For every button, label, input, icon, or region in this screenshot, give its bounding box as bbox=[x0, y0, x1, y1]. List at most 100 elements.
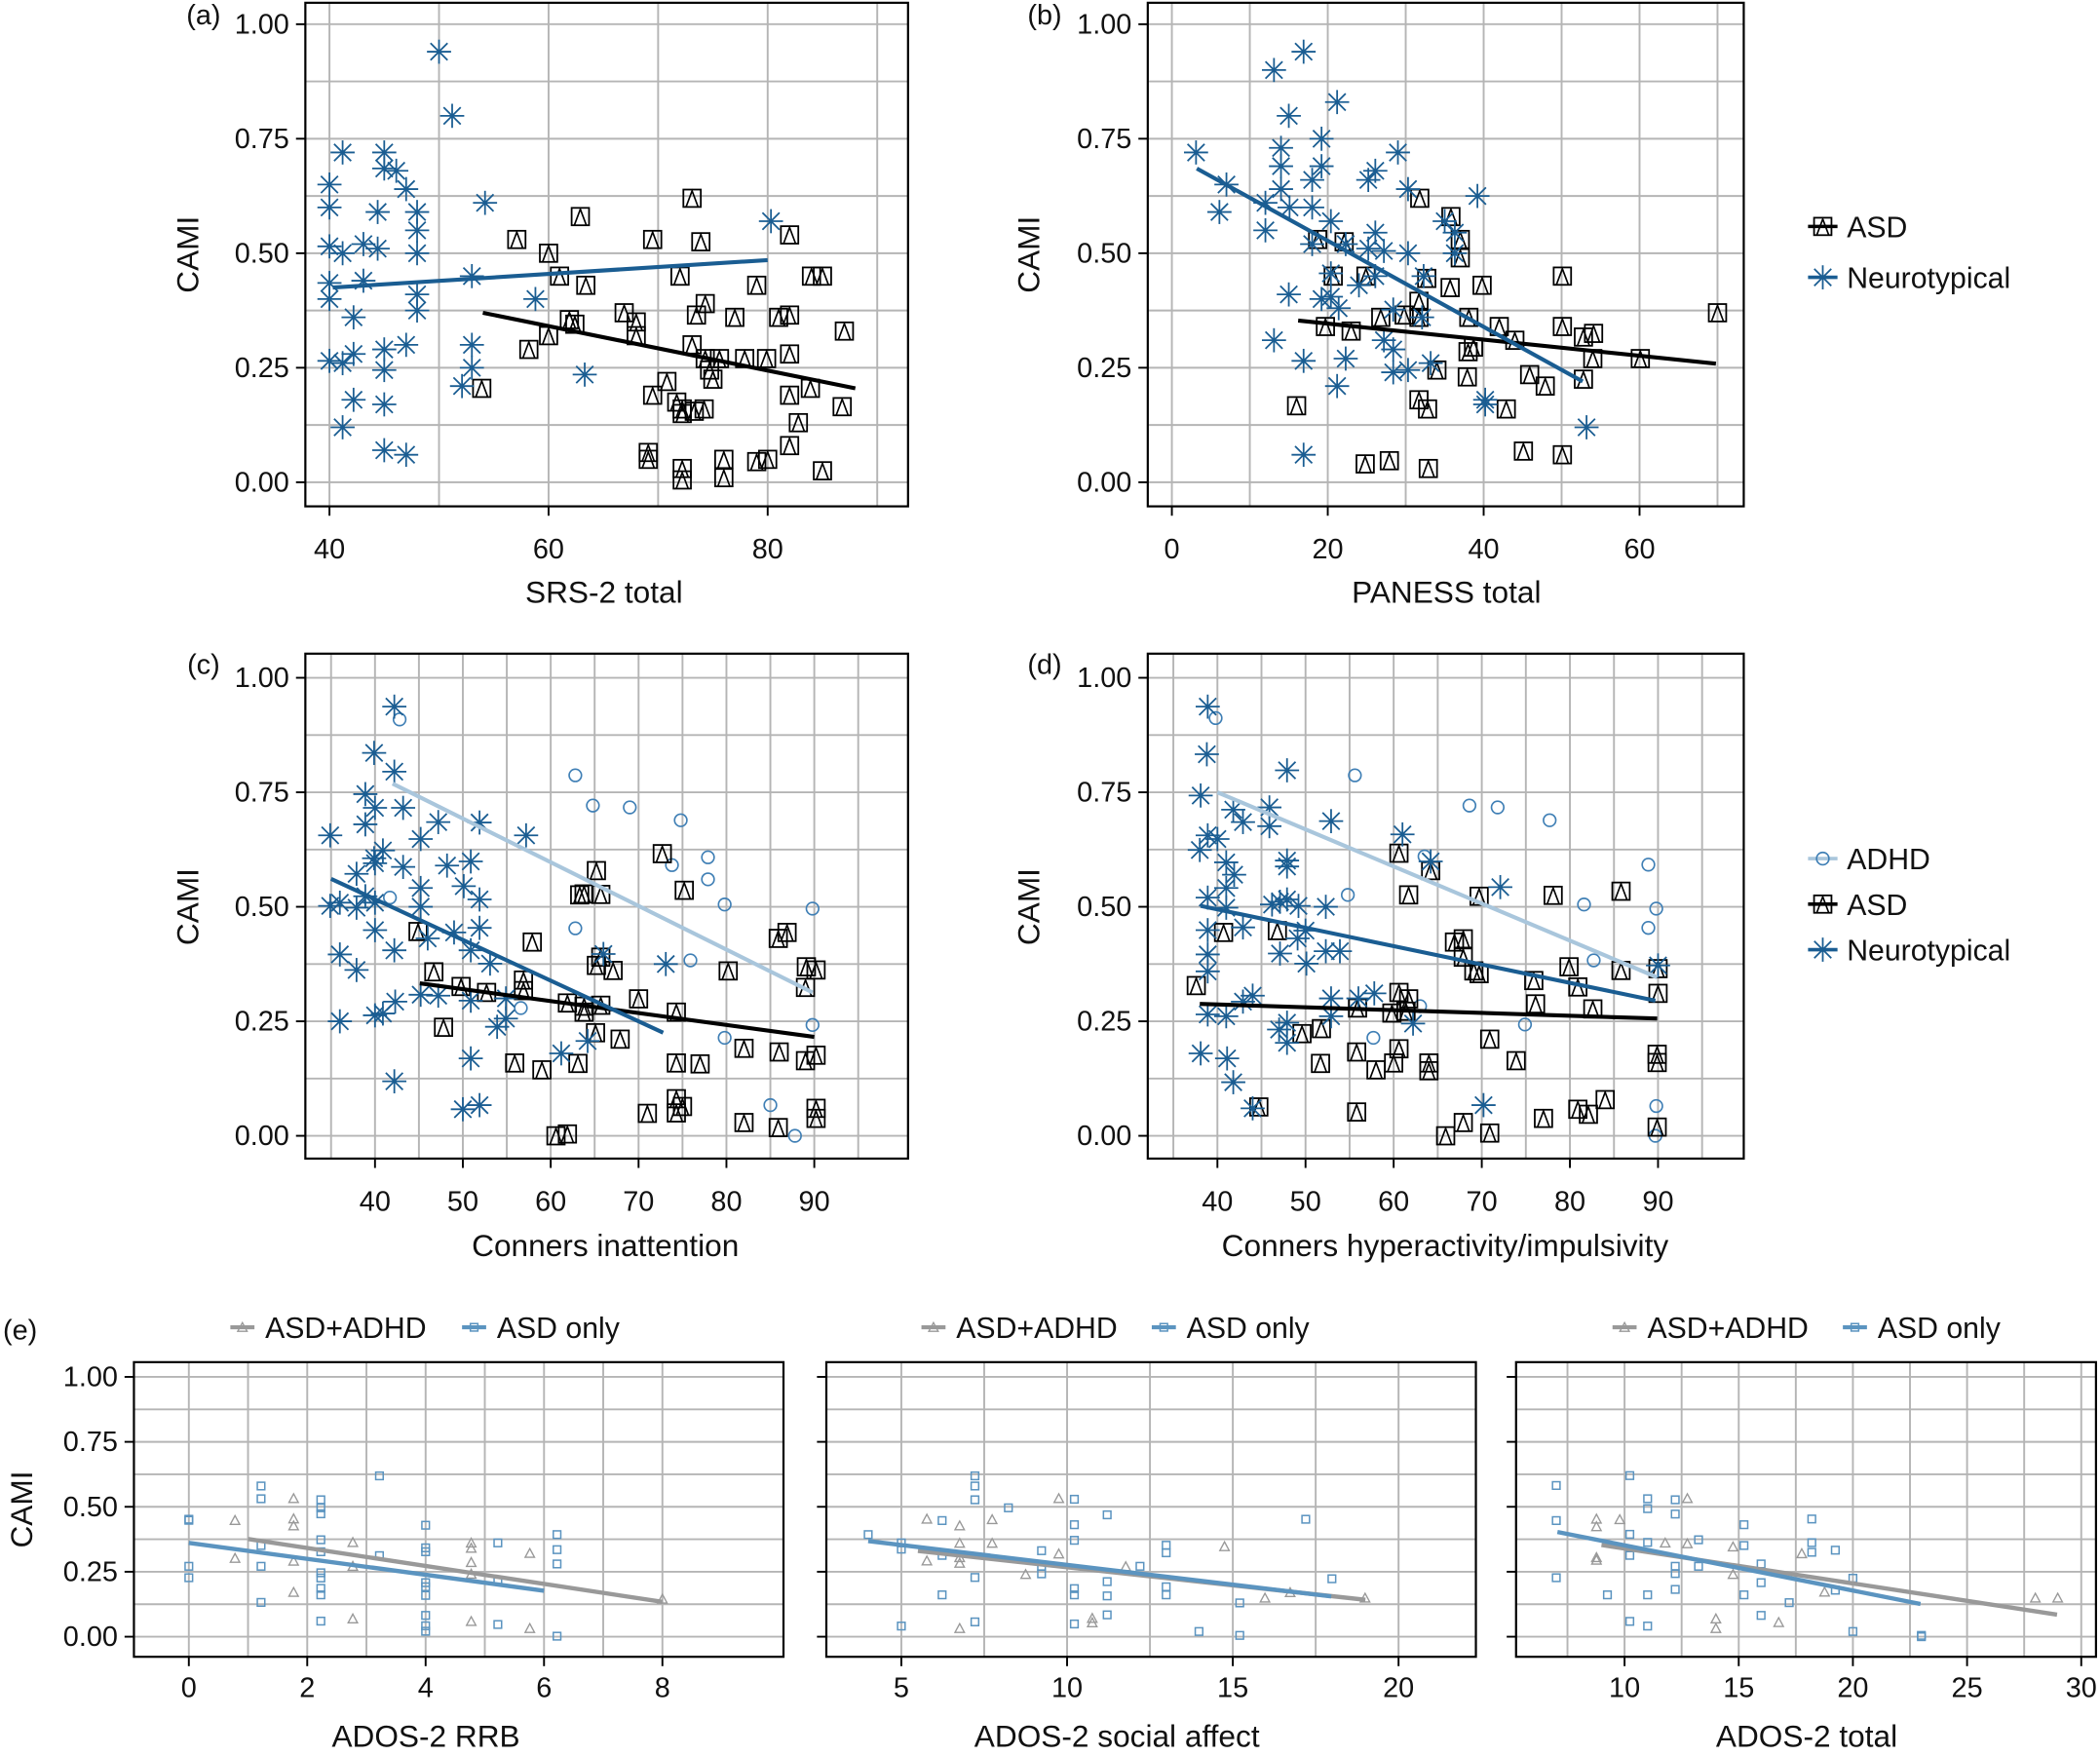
data-point-square-triangle bbox=[691, 232, 711, 251]
legend-label: ASD+ADHD bbox=[956, 1313, 1117, 1345]
legend-item: ADHD bbox=[1808, 844, 1930, 876]
data-point-square bbox=[184, 1573, 194, 1583]
data-point-triangle bbox=[287, 1554, 300, 1566]
data-point-square bbox=[970, 1573, 980, 1583]
data-point-square bbox=[1135, 1561, 1145, 1571]
data-point-square-triangle bbox=[768, 929, 788, 948]
fit-line bbox=[867, 1539, 1332, 1599]
data-point-square-triangle bbox=[1584, 324, 1604, 343]
data-point-square-triangle bbox=[1458, 342, 1478, 362]
data-point-circle bbox=[1490, 800, 1506, 815]
data-point-square bbox=[1624, 1617, 1635, 1626]
data-point-asterisk bbox=[1188, 1041, 1213, 1066]
data-point-asterisk bbox=[451, 874, 477, 898]
data-point-asterisk bbox=[1395, 176, 1421, 202]
data-point-triangle bbox=[287, 1492, 300, 1504]
y-axis-label: CAMI bbox=[170, 868, 205, 945]
data-point-triangle bbox=[953, 1519, 966, 1531]
data-point-square-triangle bbox=[667, 1103, 686, 1123]
data-point-triangle bbox=[1086, 1612, 1098, 1623]
data-point-asterisk bbox=[394, 442, 419, 468]
y-tick-label: 0.00 bbox=[1077, 467, 1131, 498]
data-point-square-triangle bbox=[746, 451, 767, 472]
legend-label: ASD bbox=[1847, 890, 1907, 922]
data-point-square-triangle bbox=[672, 470, 692, 490]
panel-label: (d) bbox=[1027, 649, 1061, 680]
y-tick-label: 0.00 bbox=[235, 1121, 289, 1152]
data-point-circle bbox=[1366, 1030, 1381, 1046]
data-point-square-triangle bbox=[1535, 376, 1555, 396]
data-point-asterisk bbox=[1277, 195, 1302, 220]
data-point-asterisk bbox=[362, 741, 387, 765]
data-point-triangle bbox=[287, 1585, 300, 1597]
data-point-square-triangle bbox=[734, 1038, 754, 1058]
data-point-square-triangle bbox=[1418, 458, 1438, 478]
x-tick-label: 40 bbox=[360, 1187, 391, 1218]
data-point-square bbox=[1102, 1577, 1112, 1586]
chart-panel-6: 10 15 20 25 30 ADOS-2 total bbox=[1507, 1360, 2097, 1753]
x-tick-label: 8 bbox=[655, 1672, 670, 1703]
data-point-square-triangle bbox=[806, 1108, 826, 1128]
y-tick-label: 0.75 bbox=[235, 124, 289, 155]
data-point-square bbox=[256, 1597, 266, 1607]
data-point-asterisk bbox=[477, 951, 503, 976]
data-point-triangle bbox=[287, 1519, 300, 1531]
data-point-asterisk bbox=[1277, 103, 1301, 129]
data-point-square-triangle bbox=[1382, 1003, 1402, 1023]
data-point-square bbox=[1037, 1546, 1047, 1555]
y-tick-label: 0.00 bbox=[63, 1622, 118, 1653]
data-point-asterisk bbox=[1253, 217, 1278, 243]
data-point-square-triangle bbox=[1457, 366, 1477, 387]
data-point-square bbox=[493, 1620, 503, 1629]
data-point-triangle bbox=[465, 1556, 477, 1568]
fit-line bbox=[332, 257, 768, 290]
x-tick-label: 2 bbox=[299, 1672, 315, 1703]
data-point-square-triangle bbox=[1419, 1060, 1439, 1081]
data-point-asterisk bbox=[1395, 241, 1421, 266]
data-point-triangle bbox=[1590, 1520, 1603, 1532]
data-point-asterisk bbox=[435, 853, 460, 878]
plot-border bbox=[1146, 1, 1745, 508]
data-point-asterisk bbox=[459, 332, 484, 358]
data-point-square bbox=[1643, 1622, 1653, 1631]
data-point-asterisk bbox=[1213, 1004, 1239, 1029]
data-point-asterisk bbox=[1268, 941, 1292, 966]
legend-label: ASD+ADHD bbox=[1647, 1313, 1808, 1345]
data-point-asterisk bbox=[1386, 140, 1410, 165]
data-point-asterisk bbox=[1257, 814, 1282, 839]
data-point-square bbox=[970, 1495, 980, 1505]
legend-label: ASD+ADHD bbox=[265, 1313, 426, 1345]
data-point-square-triangle bbox=[1371, 307, 1391, 327]
data-point-asterisk bbox=[450, 1096, 476, 1122]
data-point-square bbox=[1624, 1529, 1635, 1540]
chart-panel-4: 0.00 0.25 0.50 0.75 1.00 0 2 4 6 8 ADOS-2 RRB CAMI (… bbox=[3, 1315, 785, 1753]
data-point-square-triangle bbox=[768, 1118, 788, 1137]
data-point-square-triangle bbox=[780, 385, 800, 405]
x-tick-label: 90 bbox=[1642, 1187, 1673, 1218]
data-point-circle bbox=[1649, 1098, 1663, 1114]
data-point-triangle bbox=[953, 1622, 966, 1633]
data-point-triangle bbox=[953, 1556, 966, 1568]
data-point-asterisk bbox=[1395, 358, 1421, 383]
data-point-asterisk bbox=[1294, 951, 1319, 976]
data-point-asterisk bbox=[382, 1069, 407, 1094]
data-point-asterisk bbox=[1346, 986, 1371, 1011]
data-point-asterisk bbox=[394, 176, 419, 202]
legend-item: ASD+ADHD bbox=[230, 1313, 427, 1345]
data-point-triangle bbox=[1218, 1540, 1231, 1551]
legend-item: Neurotypical bbox=[1808, 935, 2010, 968]
data-point-square bbox=[493, 1538, 503, 1547]
data-point-triangle bbox=[1590, 1550, 1603, 1563]
data-point-square bbox=[421, 1520, 431, 1530]
y-tick-label: 0.75 bbox=[235, 778, 289, 809]
data-point-square bbox=[1694, 1561, 1703, 1571]
data-point-asterisk bbox=[1275, 1011, 1300, 1035]
legend-label: ASD only bbox=[497, 1313, 621, 1345]
data-point-asterisk bbox=[351, 268, 376, 293]
data-point-square-triangle bbox=[1394, 305, 1414, 325]
x-tick-label: 6 bbox=[536, 1672, 552, 1703]
data-point-triangle bbox=[1052, 1547, 1065, 1559]
data-point-square-triangle bbox=[1479, 1123, 1500, 1143]
fit-line bbox=[248, 1537, 664, 1605]
data-point-circle bbox=[805, 901, 820, 916]
